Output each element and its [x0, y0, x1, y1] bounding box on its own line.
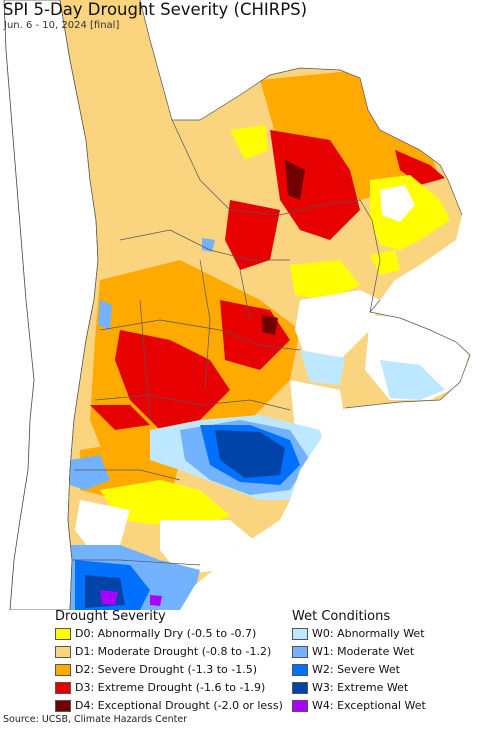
legend-label-d1: D1: Moderate Drought (-0.8 to -1.2) — [75, 645, 272, 658]
legend-item-d2: D2: Severe Drought (-1.3 to -1.5) — [55, 662, 257, 677]
legend-label-w0: W0: Abnormally Wet — [312, 627, 425, 640]
legend-label-w1: W1: Moderate Wet — [312, 645, 415, 658]
legend-swatch-w4 — [292, 699, 308, 712]
legend-label-d2: D2: Severe Drought (-1.3 to -1.5) — [75, 663, 258, 676]
legend-label-d3: D3: Extreme Drought (-1.6 to -1.9) — [75, 681, 266, 694]
drought-severity-heading: Drought Severity — [55, 609, 166, 624]
legend-swatch-d0 — [55, 627, 71, 640]
legend-item-w0: W0: Abnormally Wet — [292, 626, 425, 641]
legend-item-w4: W4: Exceptional Wet — [292, 698, 426, 713]
legend-swatch-w2 — [292, 663, 308, 676]
legend-swatch-w0 — [292, 627, 308, 640]
drought-map — [3, 0, 471, 610]
legend-item-d1: D1: Moderate Drought (-0.8 to -1.2) — [55, 644, 271, 659]
legend-item-d4: D4: Exceptional Drought (-2.0 or less) — [55, 698, 283, 713]
legend-swatch-d1 — [55, 645, 71, 658]
legend-swatch-d4 — [55, 699, 71, 712]
legend-item-w1: W1: Moderate Wet — [292, 644, 414, 659]
legend-item-w2: W2: Severe Wet — [292, 662, 400, 677]
legend-label-d4: D4: Exceptional Drought (-2.0 or less) — [75, 699, 283, 712]
source-credit: Source: UCSB, Climate Hazards Center — [3, 714, 188, 725]
wet-conditions-heading: Wet Conditions — [292, 609, 391, 624]
legend-swatch-w1 — [292, 645, 308, 658]
map-subtitle: Jun. 6 - 10, 2024 [final] — [4, 20, 120, 31]
legend-label-d0: D0: Abnormally Dry (-0.5 to -0.7) — [75, 627, 257, 640]
map-title: SPI 5-Day Drought Severity (CHIRPS) — [3, 0, 308, 19]
legend-item-d0: D0: Abnormally Dry (-0.5 to -0.7) — [55, 626, 256, 641]
legend-item-w3: W3: Extreme Wet — [292, 680, 408, 695]
legend-label-w2: W2: Severe Wet — [312, 663, 400, 676]
legend-item-d3: D3: Extreme Drought (-1.6 to -1.9) — [55, 680, 265, 695]
legend-swatch-w3 — [292, 681, 308, 694]
legend-swatch-d2 — [55, 663, 71, 676]
legend-label-w4: W4: Exceptional Wet — [312, 699, 426, 712]
legend-label-w3: W3: Extreme Wet — [312, 681, 409, 694]
legend-swatch-d3 — [55, 681, 71, 694]
